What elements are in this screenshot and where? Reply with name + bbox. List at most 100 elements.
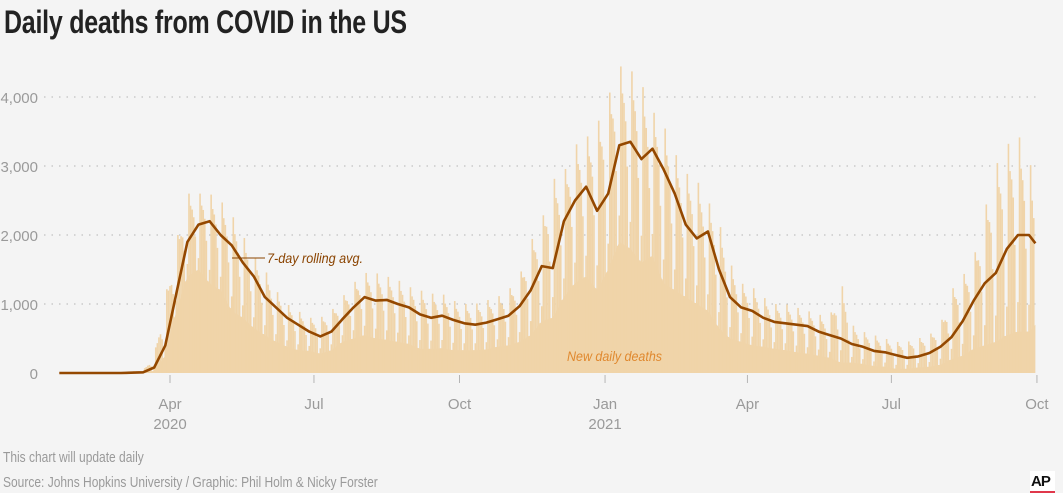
daily-deaths-bar xyxy=(833,313,836,373)
daily-deaths-bar xyxy=(662,259,665,373)
daily-deaths-bar xyxy=(194,236,197,373)
daily-deaths-bar xyxy=(564,168,567,373)
daily-deaths-bar xyxy=(384,339,386,373)
daily-deaths-bar xyxy=(485,342,488,373)
daily-deaths-bar xyxy=(903,356,905,373)
daily-deaths-bar xyxy=(990,232,992,373)
daily-deaths-bar xyxy=(346,301,348,373)
daily-deaths-bars xyxy=(59,66,1036,374)
daily-deaths-bar xyxy=(487,300,489,373)
daily-deaths-bar xyxy=(363,325,366,373)
daily-deaths-bar xyxy=(938,365,940,373)
daily-deaths-bar xyxy=(289,312,292,373)
daily-deaths-bar xyxy=(896,341,899,373)
daily-deaths-bar xyxy=(770,327,772,373)
daily-deaths-bar xyxy=(993,342,996,373)
daily-deaths-bar xyxy=(866,339,869,373)
daily-deaths-bar xyxy=(245,252,247,373)
daily-deaths-bar xyxy=(400,290,402,373)
daily-deaths-bar xyxy=(686,173,689,373)
daily-deaths-bar xyxy=(847,339,850,373)
daily-deaths-bar xyxy=(368,285,371,373)
daily-deaths-bar xyxy=(253,317,255,373)
daily-deaths-bar xyxy=(466,310,469,373)
daily-deaths-bar xyxy=(629,221,632,373)
daily-deaths-bar xyxy=(957,304,959,373)
daily-deaths-bar xyxy=(634,111,636,374)
daily-deaths-bar xyxy=(555,197,557,373)
daily-deaths-bar xyxy=(917,363,920,373)
daily-deaths-bar xyxy=(790,319,793,373)
daily-deaths-bar xyxy=(915,367,918,373)
daily-deaths-bar xyxy=(650,256,652,373)
daily-deaths-bar xyxy=(643,116,646,373)
daily-deaths-bar xyxy=(808,311,810,373)
daily-deaths-bar xyxy=(373,338,375,373)
daily-deaths-bar xyxy=(703,257,706,373)
daily-deaths-bar xyxy=(593,215,595,373)
daily-deaths-bar xyxy=(585,255,587,373)
daily-deaths-bar xyxy=(844,311,847,373)
daily-deaths-bar xyxy=(327,333,329,373)
daily-deaths-bar xyxy=(496,339,499,373)
daily-deaths-bar xyxy=(889,345,891,373)
daily-deaths-bar xyxy=(520,271,523,373)
daily-deaths-bar xyxy=(279,305,282,373)
daily-deaths-bar xyxy=(746,302,749,373)
daily-deaths-bar xyxy=(249,291,252,373)
daily-deaths-bar xyxy=(1001,209,1003,373)
daily-deaths-bar xyxy=(164,346,167,373)
daily-deaths-bar xyxy=(988,222,991,373)
daily-deaths-bar xyxy=(354,281,356,373)
y-axis: 0 1,000 2,000 3,000 4,000 xyxy=(0,90,38,383)
daily-deaths-bar xyxy=(493,325,496,373)
daily-deaths-bar xyxy=(526,298,529,373)
daily-deaths-bar xyxy=(890,348,893,373)
daily-deaths-bar xyxy=(741,283,744,373)
daily-deaths-bar xyxy=(387,276,390,373)
daily-deaths-bar xyxy=(528,336,530,373)
daily-deaths-bar xyxy=(504,321,507,373)
x-axis: Apr 2020 Jul Oct Jan 2021 Apr Jul Oct xyxy=(153,375,1049,433)
daily-deaths-bar xyxy=(980,291,983,373)
daily-deaths-bar xyxy=(433,301,435,373)
daily-deaths-bar xyxy=(775,304,777,373)
daily-deaths-bar xyxy=(623,102,625,374)
daily-deaths-bar xyxy=(221,202,224,373)
daily-deaths-bar xyxy=(639,260,641,373)
daily-deaths-bar xyxy=(632,100,635,373)
daily-deaths-bar xyxy=(882,366,885,373)
daily-deaths-bar xyxy=(901,350,904,373)
daily-deaths-bar xyxy=(186,263,189,373)
daily-deaths-bar xyxy=(510,294,513,373)
daily-deaths-bar xyxy=(349,315,352,373)
daily-deaths-bar xyxy=(1029,165,1032,373)
daily-deaths-bar xyxy=(832,314,834,373)
daily-deaths-bar xyxy=(330,344,333,373)
daily-deaths-bar xyxy=(207,281,209,373)
daily-deaths-bar xyxy=(544,226,546,373)
daily-deaths-bar xyxy=(819,314,822,373)
daily-deaths-bar xyxy=(824,328,826,373)
daily-deaths-bar xyxy=(197,258,200,373)
daily-deaths-bar xyxy=(827,357,829,373)
daily-deaths-bar xyxy=(393,313,396,373)
daily-deaths-bar xyxy=(661,279,663,373)
daily-deaths-bar xyxy=(463,343,466,373)
daily-deaths-bar xyxy=(360,308,363,373)
daily-deaths-bar xyxy=(862,359,864,373)
daily-deaths-bar xyxy=(820,321,823,373)
daily-deaths-bar xyxy=(423,303,426,373)
daily-deaths-bar xyxy=(438,323,440,373)
daily-deaths-bar xyxy=(294,331,296,373)
daily-deaths-bar xyxy=(735,294,738,373)
daily-deaths-bar xyxy=(658,164,660,373)
daily-deaths-bar xyxy=(971,349,973,373)
x-tick-label: Jul xyxy=(882,396,901,413)
daily-deaths-bar xyxy=(928,362,931,373)
daily-deaths-bar xyxy=(558,214,560,373)
daily-deaths-bar xyxy=(732,279,734,373)
daily-deaths-bar xyxy=(204,218,206,373)
daily-deaths-bar xyxy=(944,320,946,373)
daily-deaths-bar xyxy=(441,339,443,373)
